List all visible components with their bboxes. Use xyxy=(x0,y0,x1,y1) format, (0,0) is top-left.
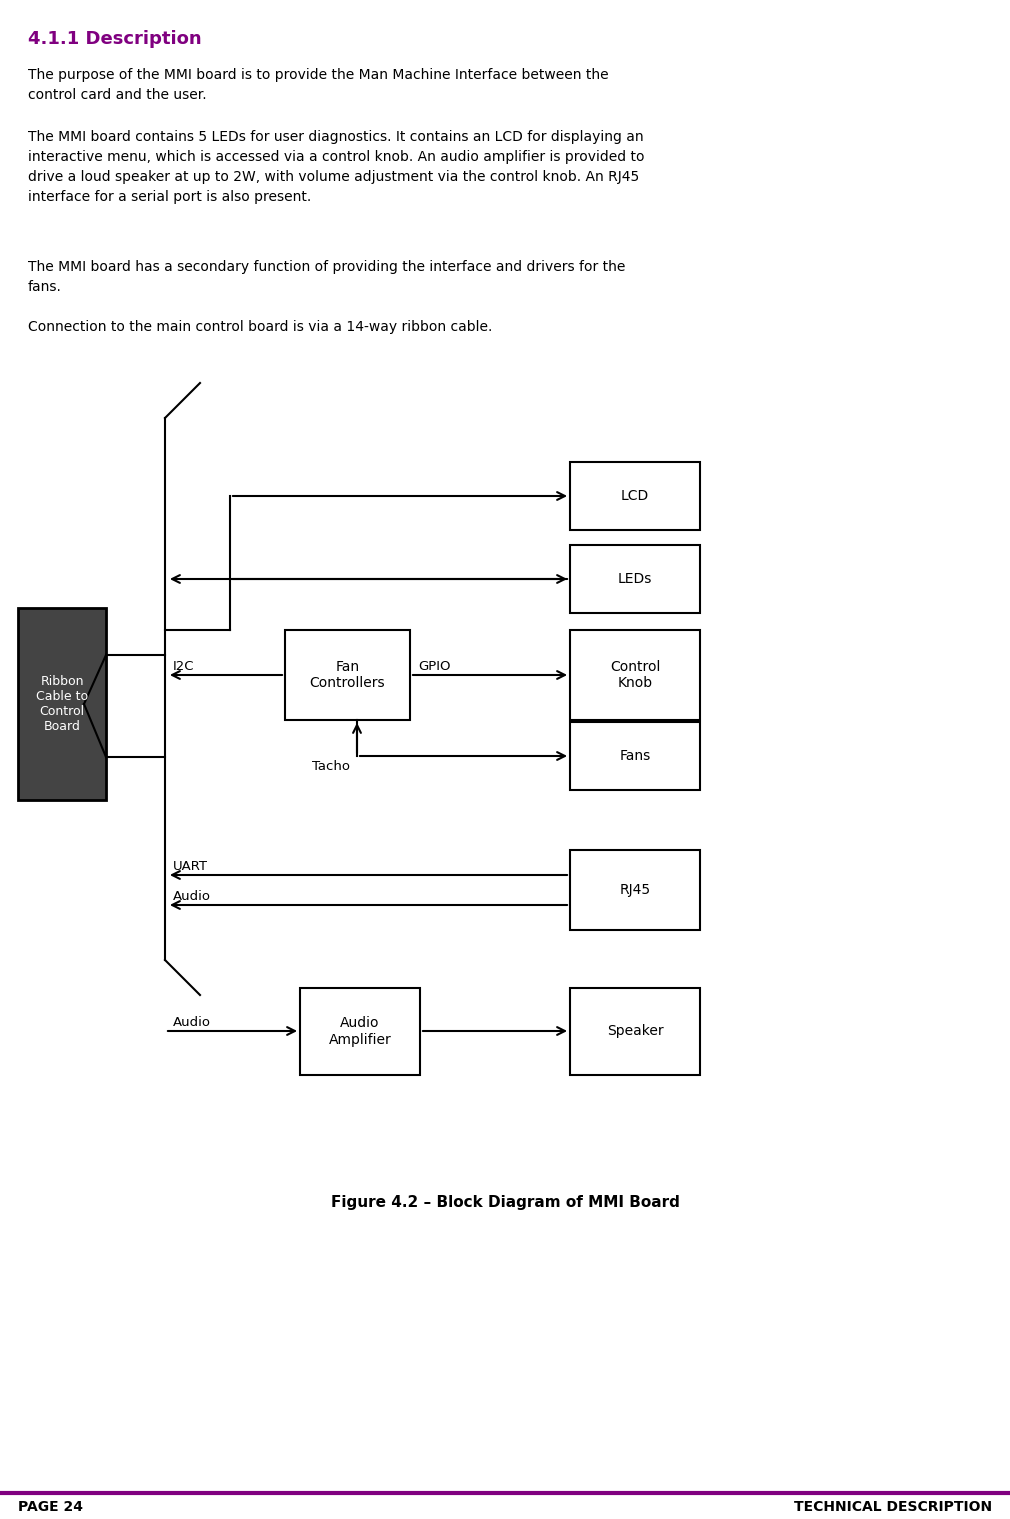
FancyBboxPatch shape xyxy=(570,851,700,930)
FancyBboxPatch shape xyxy=(570,545,700,614)
FancyBboxPatch shape xyxy=(570,722,700,790)
Text: PAGE 24: PAGE 24 xyxy=(18,1499,83,1514)
Text: Connection to the main control board is via a 14-way ribbon cable.: Connection to the main control board is … xyxy=(28,321,493,334)
Text: The purpose of the MMI board is to provide the Man Machine Interface between the: The purpose of the MMI board is to provi… xyxy=(28,68,609,102)
FancyBboxPatch shape xyxy=(570,630,700,720)
Text: The MMI board contains 5 LEDs for user diagnostics. It contains an LCD for displ: The MMI board contains 5 LEDs for user d… xyxy=(28,131,644,204)
Text: Audio
Amplifier: Audio Amplifier xyxy=(328,1016,392,1047)
FancyBboxPatch shape xyxy=(570,987,700,1075)
Text: Audio: Audio xyxy=(173,1016,211,1028)
Text: UART: UART xyxy=(173,860,208,873)
Text: RJ45: RJ45 xyxy=(619,883,650,898)
Text: Ribbon
Cable to
Control
Board: Ribbon Cable to Control Board xyxy=(36,674,88,734)
Text: Tacho: Tacho xyxy=(312,760,350,773)
Text: GPIO: GPIO xyxy=(418,659,450,673)
Text: Figure 4.2 – Block Diagram of MMI Board: Figure 4.2 – Block Diagram of MMI Board xyxy=(330,1195,680,1211)
Text: TECHNICAL DESCRIPTION: TECHNICAL DESCRIPTION xyxy=(794,1499,992,1514)
Text: 4.1.1 Description: 4.1.1 Description xyxy=(28,30,202,49)
Text: LCD: LCD xyxy=(621,489,649,503)
Text: Speaker: Speaker xyxy=(607,1024,664,1039)
Text: LEDs: LEDs xyxy=(618,573,652,586)
FancyBboxPatch shape xyxy=(300,987,420,1075)
FancyBboxPatch shape xyxy=(570,462,700,530)
FancyBboxPatch shape xyxy=(18,608,106,801)
Text: Fans: Fans xyxy=(619,749,650,763)
FancyBboxPatch shape xyxy=(285,630,410,720)
Text: Audio: Audio xyxy=(173,890,211,902)
Text: I2C: I2C xyxy=(173,659,195,673)
Text: Fan
Controllers: Fan Controllers xyxy=(310,659,385,690)
Text: The MMI board has a secondary function of providing the interface and drivers fo: The MMI board has a secondary function o… xyxy=(28,260,625,295)
Text: Control
Knob: Control Knob xyxy=(610,659,661,690)
